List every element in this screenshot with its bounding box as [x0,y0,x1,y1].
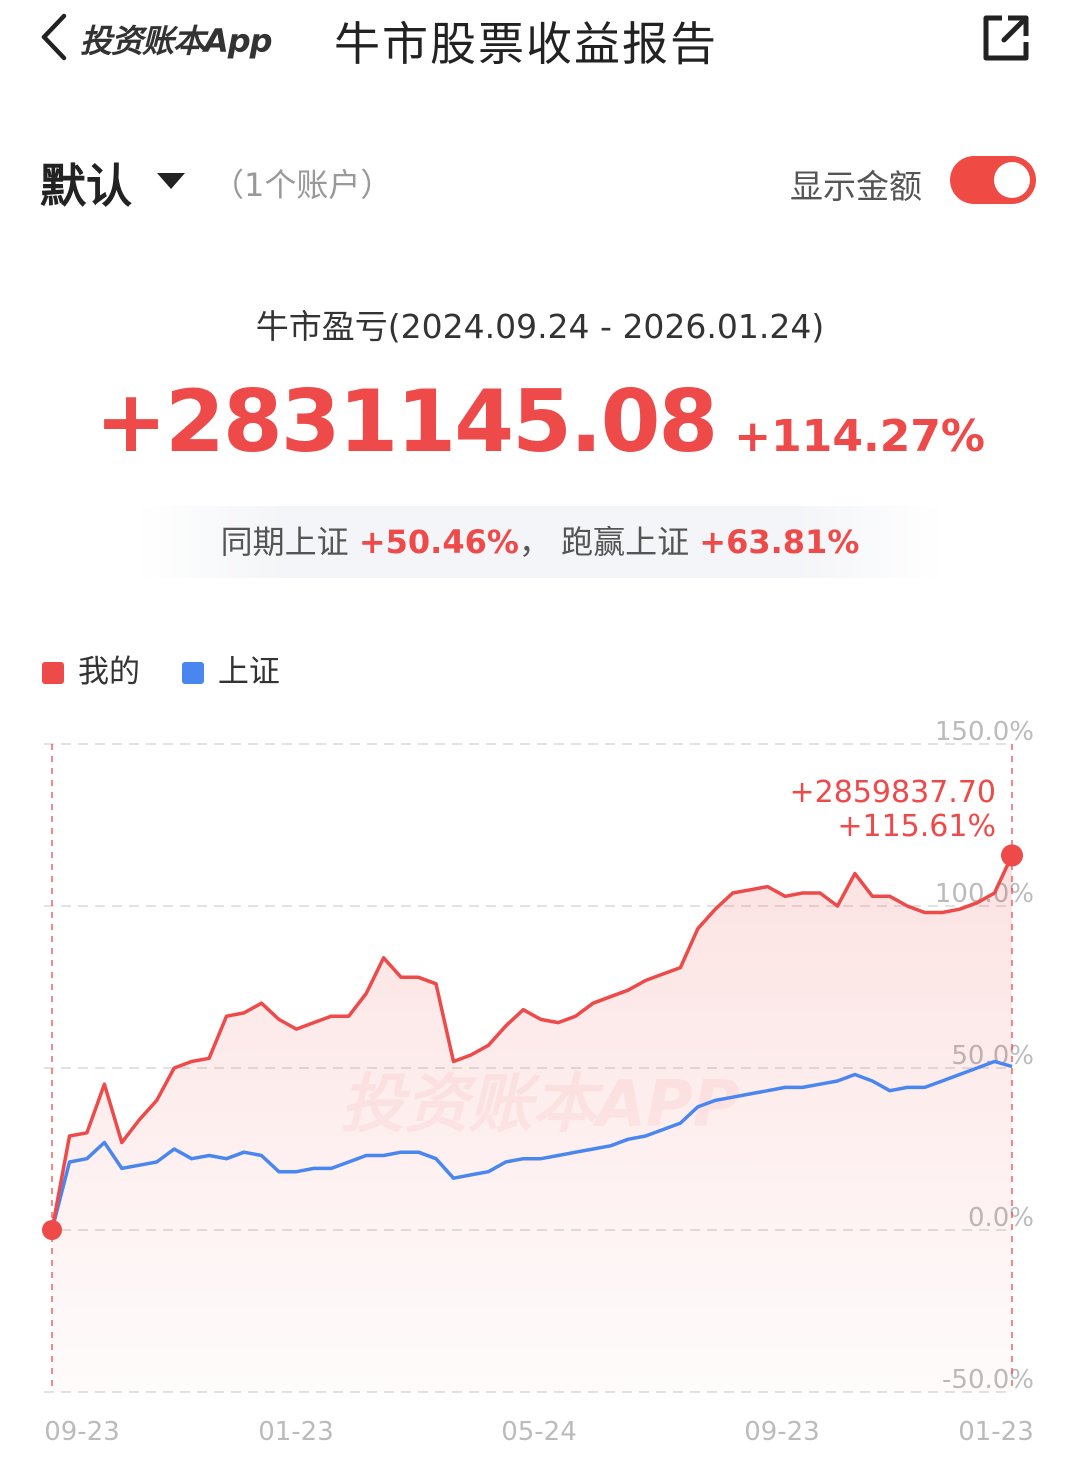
period-label: 牛市盈亏(2024.09.24 - 2026.01.24) [255,307,825,346]
toggle-knob [994,162,1030,198]
app-brand: 投资账本App [80,22,273,60]
share-icon [983,15,1029,61]
x-tick-label: 05-24 [501,1417,577,1447]
account-dropdown-button[interactable] [154,170,188,192]
profit-amount: +2831145.08 [94,372,718,472]
end-annotation-amount: +2859837.70 [790,775,996,810]
top-bar: 投资账本App 牛市股票收益报告 [0,0,1080,80]
compare-separator: ， [518,523,551,561]
profit-percent: +114.27% [734,411,986,462]
x-tick-label: 01-23 [958,1417,1034,1447]
profit-summary: +2831145.08 +114.27% [0,372,1080,472]
end-annotation-percent: +115.61% [837,809,996,844]
legend-item-index: 上证 [181,646,280,691]
chevron-left-icon [41,13,67,61]
legend-item-mine: 我的 [42,646,140,691]
returns-chart[interactable]: 150.0%100.0%50.0%0.0%-50.0%投资账本APP+28598… [0,700,1080,1476]
chart-legend: 我的 上证 [42,646,312,690]
compare-index-value: +50.46% [358,523,519,561]
y-tick-label: 150.0% [935,717,1034,747]
x-tick-label: 09-23 [744,1417,820,1447]
legend-swatch-index [181,662,204,684]
compare-prefix: 同期上证 [220,523,349,561]
returns-chart-svg[interactable]: 150.0%100.0%50.0%0.0%-50.0%投资账本APP+28598… [0,700,1080,1476]
account-row: 默认 （1个账户） 显示金额 [0,140,1080,220]
index-comparison: 同期上证 +50.46%， 跑赢上证 +63.81% [136,506,944,578]
beat-value: +63.81% [699,523,860,561]
start-point-dot [42,1220,62,1240]
x-tick-label: 01-23 [258,1417,334,1447]
end-point-dot [1001,844,1023,867]
show-amount-label: 显示金额 [790,167,922,206]
mine-area [52,855,1012,1392]
beat-prefix: 跑赢上证 [561,523,690,561]
share-button[interactable] [980,12,1032,64]
legend-swatch-mine [42,662,64,684]
mine-series-line [50,854,1014,1231]
back-button[interactable] [34,12,78,62]
account-selector[interactable]: 默认 [40,159,132,213]
index-series-line [50,1059,1013,1231]
account-count: （1个账户） [212,166,393,204]
legend-label-index: 上证 [217,654,280,690]
page-title: 牛市股票收益报告 [334,17,718,71]
show-amount-toggle[interactable] [950,156,1036,204]
caret-down-icon [157,173,185,189]
x-tick-label: 09-23 [44,1417,120,1447]
legend-label-mine: 我的 [78,654,140,690]
